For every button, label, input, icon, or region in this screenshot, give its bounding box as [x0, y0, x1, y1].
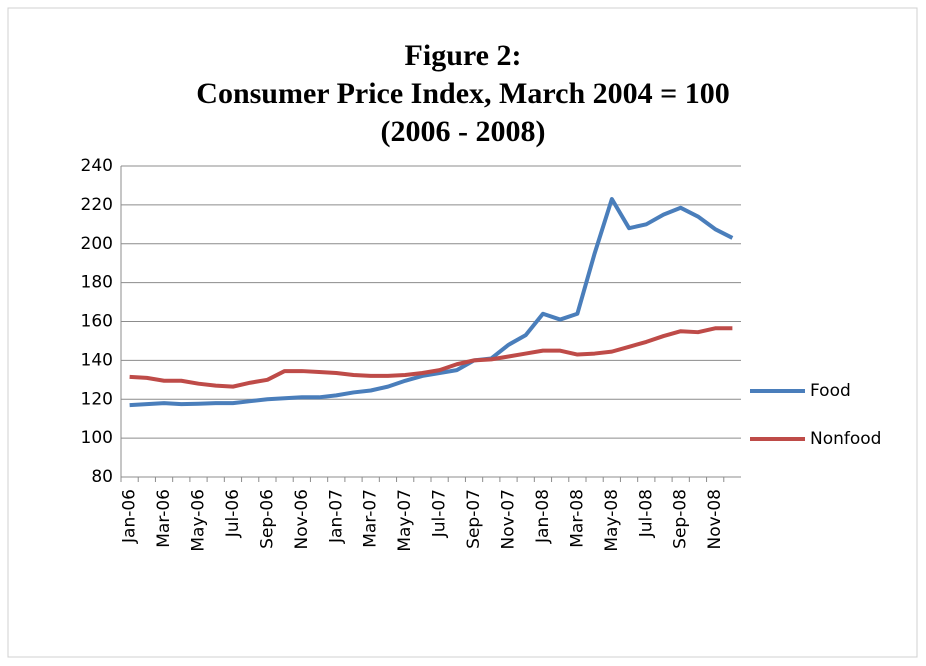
legend-label: Nonfood: [810, 429, 881, 449]
y-tick-label: 220: [81, 195, 113, 215]
x-tick-label: Jan-06: [120, 489, 140, 544]
legend-label: Food: [810, 381, 851, 401]
x-tick-label: Mar-07: [361, 489, 381, 548]
x-tick-label: Nov-08: [705, 489, 725, 550]
x-tick-label: May-08: [602, 489, 622, 552]
x-tick-label: Jul-08: [636, 489, 656, 538]
x-tick-label: Nov-06: [292, 489, 312, 550]
y-tick-label: 120: [81, 389, 113, 409]
y-tick-label: 200: [81, 234, 113, 254]
x-tick-label: Mar-06: [154, 489, 174, 548]
x-tick-label: May-07: [395, 489, 415, 552]
chart-title: (2006 - 2008): [381, 115, 546, 148]
x-tick-label: Mar-08: [567, 489, 587, 548]
y-tick-label: 80: [91, 467, 113, 487]
x-tick-label: May-06: [189, 489, 209, 552]
x-tick-label: Jul-06: [223, 489, 243, 538]
chart-title: Figure 2:: [405, 39, 522, 72]
data-line: [129, 326, 733, 389]
chart-title: Consumer Price Index, March 2004 = 100: [196, 77, 729, 110]
data-line: [129, 197, 734, 408]
y-tick-label: 140: [81, 350, 113, 370]
x-tick-label: Jan-07: [326, 489, 346, 544]
x-tick-label: Nov-07: [499, 489, 519, 550]
x-tick-label: Sep-06: [257, 489, 277, 549]
x-tick-label: Sep-08: [671, 489, 691, 549]
y-tick-label: 100: [81, 428, 113, 448]
chart-border: [7, 7, 918, 658]
x-tick-label: Jul-07: [430, 489, 450, 538]
x-tick-label: Sep-07: [464, 489, 484, 549]
x-tick-label: Jan-08: [533, 489, 553, 544]
y-tick-label: 160: [81, 312, 113, 332]
y-tick-label: 240: [81, 156, 113, 176]
y-tick-label: 180: [81, 273, 113, 293]
